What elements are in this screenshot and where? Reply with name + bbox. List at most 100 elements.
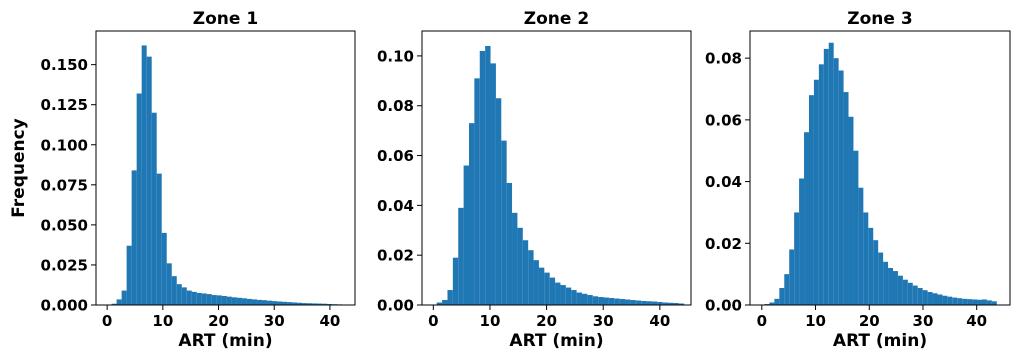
histogram-bar	[176, 284, 182, 305]
histogram-bar	[838, 70, 844, 305]
histogram-bar	[972, 299, 978, 305]
histogram-bar	[576, 292, 582, 305]
zone-1-panel: 0 10 20 30 40 0.000 0.025 0.050 0.075 0.100 0.125 0…	[9, 9, 356, 351]
y-tick-label: 0.00	[377, 297, 414, 315]
histogram-bar	[156, 173, 162, 305]
histogram-bar	[277, 301, 283, 305]
x-axis-label: ART (min)	[509, 331, 603, 351]
histogram-bar	[651, 301, 658, 305]
histogram-bar	[927, 292, 933, 305]
histogram-bar	[236, 297, 242, 305]
histogram-bar	[858, 187, 864, 305]
histogram-bar	[201, 293, 207, 305]
histogram-bar	[784, 274, 790, 305]
histogram-bar	[828, 42, 834, 305]
histogram-bar	[565, 287, 572, 305]
x-tick-label: 30	[593, 312, 614, 330]
histogram-bar	[952, 297, 958, 305]
histogram-bar	[883, 261, 889, 305]
histogram-bar	[769, 302, 775, 305]
histogram-bar	[474, 78, 480, 305]
histogram-bar	[668, 302, 674, 305]
histogram-bar	[922, 290, 928, 305]
histogram-bar	[231, 297, 237, 305]
zone-2-panel: 0 10 20 30 40 0.00 0.02 0.04 0.06 0.08 0.10 Zone 2 A…	[377, 9, 692, 351]
y-tick-label: 0.150	[41, 56, 88, 74]
histogram-bar	[206, 294, 212, 305]
histogram-bar	[893, 271, 898, 305]
histogram-bar	[912, 285, 918, 305]
y-tick-label: 0.125	[41, 96, 88, 114]
histogram-bar	[560, 285, 566, 305]
histogram-bar	[868, 227, 874, 305]
histogram-bar	[322, 303, 328, 305]
histogram-bar	[226, 296, 232, 305]
histogram-bar	[555, 282, 561, 305]
x-tick-label: 20	[208, 312, 229, 330]
histogram-bar	[272, 301, 278, 305]
histogram-bar	[490, 63, 496, 305]
y-tick-label: 0.000	[41, 297, 88, 315]
histogram-bar	[458, 207, 464, 305]
histogram-bar	[678, 303, 685, 305]
histogram-bar	[937, 294, 943, 305]
histogram-bar	[211, 295, 217, 305]
y-tick-label: 0.06	[377, 147, 414, 165]
histogram-bar	[843, 92, 849, 305]
histogram-bar	[447, 290, 453, 305]
x-tick-label: 10	[152, 312, 173, 330]
x-tick-label: 40	[649, 312, 670, 330]
histogram-bar	[957, 298, 963, 305]
plot-frame	[421, 30, 692, 306]
histogram-bar	[902, 279, 908, 305]
histogram-bar	[544, 272, 550, 305]
histogram-bar	[452, 257, 459, 305]
histogram-bar	[592, 296, 599, 305]
histogram-bar	[962, 298, 968, 305]
histogram-bar	[967, 299, 973, 305]
histogram-bar	[221, 296, 227, 305]
histogram-bar	[533, 260, 539, 305]
plot-frame	[95, 30, 356, 306]
histogram-bar	[608, 298, 615, 305]
histogram-bar	[186, 290, 192, 305]
histogram-bar	[256, 299, 262, 305]
histogram-bar	[312, 303, 318, 305]
histogram-bar	[818, 64, 824, 305]
histogram-bar	[823, 48, 829, 306]
histogram-bar	[932, 293, 938, 305]
zone-3-panel: 0 10 20 30 40 0.00 0.02 0.04 0.06 0.08 Zone 3 ART (…	[705, 9, 1011, 351]
histogram-bar	[897, 275, 903, 305]
histogram-bar	[146, 56, 152, 305]
histogram-bar	[151, 112, 157, 305]
histogram-bar	[442, 300, 448, 305]
x-tick-label: 30	[913, 312, 934, 330]
y-tick-label: 0.04	[705, 173, 742, 191]
x-tick-label: 20	[859, 312, 880, 330]
y-tick-label: 0.100	[41, 136, 88, 154]
histogram-bar	[878, 252, 884, 305]
histogram-bar	[808, 95, 814, 306]
histogram-bar	[241, 298, 247, 305]
histogram-bar	[495, 98, 502, 305]
x-axis-label: ART (min)	[833, 331, 927, 351]
x-tick-label: 30	[264, 312, 285, 330]
histogram-bar	[799, 178, 805, 305]
histogram-bar	[469, 123, 475, 305]
histogram-bar	[501, 140, 507, 305]
histogram-bar	[635, 300, 642, 305]
histogram-bar	[317, 303, 323, 305]
histogram-bar	[528, 250, 534, 305]
histogram-bar	[136, 93, 142, 306]
histogram-bar	[779, 288, 785, 305]
x-tick-label: 0	[428, 312, 438, 330]
histogram-bar	[126, 245, 132, 305]
x-tick-label: 40	[319, 312, 340, 330]
histogram-bar	[463, 165, 469, 305]
histogram-bar	[581, 293, 588, 305]
histogram-bar	[517, 227, 523, 305]
histogram-bar	[292, 302, 298, 305]
histogram-bar	[181, 287, 187, 305]
histogram-bar	[853, 150, 859, 305]
histogram-bar	[789, 249, 795, 305]
